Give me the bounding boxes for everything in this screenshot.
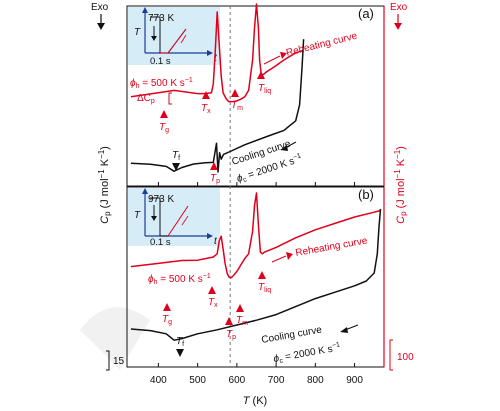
panel-b-tp: Tp — [226, 329, 236, 341]
inset-b-time: 0.1 s — [150, 237, 171, 248]
inset-b-T-label: T — [134, 210, 141, 221]
inset-b: 973 K 0.1 s T t — [128, 188, 220, 248]
panel-a-reheat-label: Reheating curve — [285, 31, 359, 59]
x-tick-label-500: 500 — [189, 375, 206, 386]
left-axis-label: Cp (J mol−1 K−1) — [97, 146, 112, 224]
right-scale-value: 100 — [397, 352, 414, 363]
x-tick-label-900: 900 — [346, 375, 363, 386]
panel-a-cooling-curve — [130, 39, 305, 173]
tf-arrow-a — [172, 163, 180, 171]
inset-b-temp: 973 K — [148, 194, 174, 205]
x-tick-label-600: 600 — [229, 375, 246, 386]
left-scale-bar — [106, 350, 110, 371]
panel-b-annotations: ϕh = 500 K s−1 Tg Tx Tp Tm Tliq Tf Rehea… — [148, 235, 369, 366]
panel-a-delta-cp: ΔCp — [137, 93, 155, 105]
right-scale-bar — [389, 339, 393, 371]
panel-b-cooling-curve — [130, 208, 382, 341]
tf-arrow-b — [176, 349, 184, 357]
reheat-arrow-a — [263, 55, 281, 65]
tp-arrow-b — [225, 317, 233, 325]
tx-arrow-a — [202, 91, 210, 99]
left-exo-label: Exo — [91, 2, 109, 13]
tg-arrow-b — [163, 303, 171, 311]
panel-a-label: (a) — [358, 6, 374, 21]
right-axis-label: Cp (J mol−1 K−1) — [393, 146, 408, 224]
panel-b-heating-rate: ϕh = 500 K s−1 — [148, 273, 211, 286]
panel-b-label: (b) — [358, 187, 374, 202]
curves — [130, 3, 382, 341]
tp-arrow-a — [210, 162, 218, 170]
panel-b-cool-label: Cooling curve — [261, 324, 324, 346]
x-tick-label-700: 700 — [268, 375, 285, 386]
tg-arrow-a — [160, 110, 168, 118]
panel-a-tm: Tm — [231, 100, 243, 112]
tm-arrow-a — [231, 89, 239, 97]
right-axis: Exo Cp (J mol−1 K−1) 100 — [389, 2, 414, 371]
panel-a-heating-rate: ϕh = 500 K s−1 — [130, 77, 193, 90]
inset-a-time: 0.1 s — [150, 56, 171, 67]
panel-a-tliq: Tliq — [258, 83, 271, 95]
tliq-arrow-a — [257, 71, 265, 79]
tm-arrow-b — [236, 304, 244, 312]
tliq-arrow-b — [258, 271, 266, 279]
right-exo-arrow — [394, 23, 402, 30]
x-tick-label-800: 800 — [307, 375, 324, 386]
panel-a-tx: Tx — [201, 103, 211, 115]
panel-a-reheating-curve — [130, 3, 304, 103]
x-axis: 400 500 600 700 800 900 — [150, 182, 363, 386]
inset-a-temp: 773 K — [148, 13, 174, 24]
inset-a-T-label: T — [134, 27, 141, 38]
panel-a-tg: Tg — [159, 122, 169, 134]
x-tick-label-400: 400 — [150, 375, 167, 386]
watermark — [80, 307, 150, 370]
left-exo-arrow — [97, 23, 105, 30]
inset-b-t-label: t — [214, 236, 218, 247]
panel-b-reheat-label: Reheating curve — [295, 235, 369, 259]
left-scale-value: 15 — [113, 356, 125, 367]
panel-b-tg: Tg — [162, 314, 172, 326]
x-axis-label: T (K) — [243, 395, 267, 407]
panel-b-tf: Tf — [176, 336, 184, 348]
panel-b-tm: Tm — [236, 315, 248, 327]
reheat-arrow-b — [271, 255, 287, 263]
delta-cp-bracket — [168, 92, 172, 105]
right-exo-label: Exo — [390, 2, 408, 13]
inset-a-background — [128, 7, 220, 65]
panel-a-tp: Tp — [210, 173, 220, 185]
tx-arrow-b — [208, 286, 216, 294]
panel-b-reheating-curve — [130, 192, 381, 279]
panel-b-cool-rate: ϕc = 2000 K s−1 — [272, 341, 341, 366]
inset-a-t-label: t — [214, 53, 218, 64]
panel-b-tliq: Tliq — [258, 282, 271, 294]
inset-a: 773 K 0.1 s T t — [128, 7, 220, 67]
panel-b-tx: Tx — [208, 297, 218, 309]
left-axis: Exo Cp (J mol−1 K−1) 15 — [91, 2, 125, 371]
panel-a-tf: Tf — [172, 150, 180, 162]
